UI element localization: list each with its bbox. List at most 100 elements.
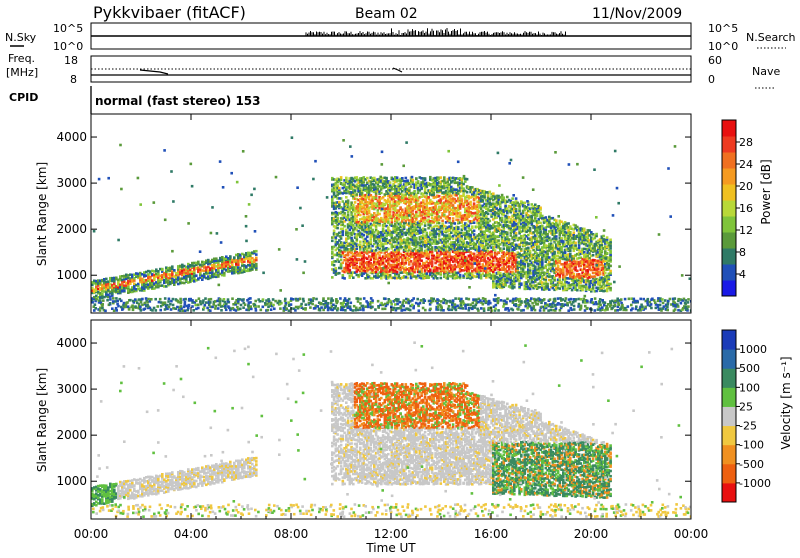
power-cell — [527, 299, 530, 302]
power-cell — [173, 269, 176, 272]
power-cell — [334, 305, 337, 308]
power-cell — [452, 217, 455, 220]
power-cell — [233, 256, 236, 259]
power-cell — [375, 256, 378, 259]
power-cell — [480, 277, 483, 280]
power-cell — [273, 308, 276, 311]
power-cell — [343, 277, 346, 280]
power-cell — [347, 302, 350, 305]
power-cell — [183, 306, 186, 309]
power-cell — [352, 276, 355, 279]
power-cell — [153, 307, 156, 310]
power-cell — [338, 272, 341, 275]
power-cell — [462, 307, 465, 310]
power-cell — [410, 260, 413, 263]
power-cell — [473, 233, 476, 236]
power-cell — [350, 237, 353, 240]
power-cell — [487, 307, 490, 310]
power-cell — [396, 176, 399, 179]
power-cell — [363, 234, 366, 237]
power-cell — [359, 214, 362, 217]
power-cell — [438, 195, 441, 198]
power-cell — [191, 305, 194, 308]
power-cell — [311, 303, 314, 306]
power-cell — [684, 302, 687, 305]
power-cell — [354, 201, 357, 204]
power-cell — [466, 200, 469, 203]
power-cell — [320, 302, 323, 305]
power-cell — [99, 309, 102, 312]
power-cell — [416, 298, 419, 301]
power-cell — [173, 283, 176, 286]
power-cell — [385, 177, 388, 180]
power-cell — [687, 305, 690, 308]
power-cell — [101, 307, 104, 310]
power-cell — [172, 304, 175, 307]
power-cell — [591, 301, 594, 304]
power-cell — [201, 278, 204, 281]
power-cell — [204, 304, 207, 307]
power-cell — [662, 302, 665, 305]
power-cell — [454, 303, 457, 306]
power-cell — [326, 304, 329, 307]
power-cell — [115, 307, 118, 310]
power-cell — [239, 308, 242, 311]
power-cell — [420, 223, 423, 226]
power-cell — [343, 212, 346, 215]
power-cell — [219, 298, 222, 301]
power-cell — [430, 297, 433, 300]
power-cell — [249, 297, 252, 300]
power-cell — [294, 309, 297, 312]
power-cell — [113, 283, 116, 286]
power-cell — [464, 180, 467, 183]
power-cell — [394, 207, 397, 210]
power-cell — [352, 224, 355, 227]
power-cell — [184, 301, 187, 304]
power-cell — [573, 308, 576, 311]
power-cell — [188, 304, 191, 307]
power-cell — [441, 222, 444, 225]
power-cell — [154, 298, 157, 301]
power-cell — [394, 303, 397, 306]
power-cell — [599, 301, 602, 304]
power-cell — [475, 298, 478, 301]
power-cell — [382, 304, 385, 307]
power-cell — [380, 277, 383, 280]
power-cell — [105, 278, 108, 281]
power-cell — [628, 298, 631, 301]
power-cell — [237, 263, 240, 266]
power-cell — [365, 305, 368, 308]
power-cell — [411, 304, 414, 307]
power-cell — [506, 298, 509, 301]
power-cell — [472, 298, 475, 301]
power-cell — [437, 308, 440, 311]
power-cell — [397, 307, 400, 310]
power-cell — [429, 176, 432, 179]
power-cell — [624, 307, 627, 310]
power-cell — [398, 274, 401, 277]
power-cell — [401, 209, 404, 212]
power-cell — [161, 268, 164, 271]
power-cell — [426, 232, 429, 235]
power-cell — [636, 300, 639, 303]
power-cell — [575, 298, 578, 301]
power-cell — [484, 298, 487, 301]
power-cell — [485, 215, 488, 218]
power-cell — [302, 298, 305, 301]
power-cell — [424, 309, 427, 312]
power-cell — [401, 177, 404, 180]
power-cell — [99, 299, 102, 302]
power-cell — [434, 236, 437, 239]
power-cell — [159, 309, 162, 312]
power-cell — [255, 263, 258, 266]
nave-tick-top: 60 — [708, 54, 722, 67]
power-cell — [349, 305, 352, 308]
power-cell — [520, 300, 523, 303]
power-cell — [663, 305, 666, 308]
power-cell — [150, 298, 153, 301]
power-cell — [380, 192, 383, 195]
power-cell — [599, 304, 602, 307]
power-cell — [352, 309, 355, 312]
power-cell — [445, 248, 448, 251]
